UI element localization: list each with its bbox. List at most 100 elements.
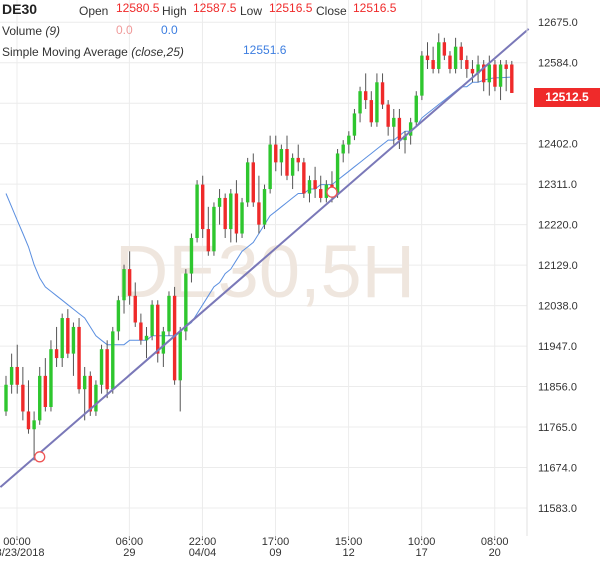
candle[interactable] xyxy=(397,108,402,150)
candle[interactable] xyxy=(476,55,480,83)
candle[interactable] xyxy=(201,175,205,238)
candle[interactable] xyxy=(358,86,362,123)
candle[interactable] xyxy=(442,37,447,61)
trendline[interactable] xyxy=(0,28,530,488)
candle[interactable] xyxy=(482,60,486,92)
candle[interactable] xyxy=(26,380,31,434)
candle[interactable] xyxy=(4,375,8,416)
candle[interactable] xyxy=(234,180,239,243)
candle[interactable] xyxy=(43,358,48,412)
candle[interactable] xyxy=(493,60,497,92)
trendline-anchor[interactable] xyxy=(34,451,46,463)
candle[interactable] xyxy=(195,180,199,243)
candle-body-down xyxy=(504,64,508,69)
candle[interactable] xyxy=(453,37,458,74)
candle[interactable] xyxy=(206,206,211,256)
candle[interactable] xyxy=(437,33,441,74)
candle[interactable] xyxy=(274,135,278,172)
candle[interactable] xyxy=(375,73,379,127)
candle[interactable] xyxy=(296,144,300,172)
candle-body-up xyxy=(245,162,250,203)
candle[interactable] xyxy=(369,91,373,127)
candle[interactable] xyxy=(341,140,345,163)
candle[interactable] xyxy=(459,42,463,69)
candle[interactable] xyxy=(77,318,81,394)
candle[interactable] xyxy=(279,144,284,176)
candle[interactable] xyxy=(38,366,42,425)
candle[interactable] xyxy=(54,326,59,367)
candle[interactable] xyxy=(229,189,233,243)
candle[interactable] xyxy=(156,300,160,363)
candle[interactable] xyxy=(99,344,104,394)
candle[interactable] xyxy=(257,175,261,234)
candle[interactable] xyxy=(82,366,87,421)
candle[interactable] xyxy=(352,108,357,141)
candle[interactable] xyxy=(116,295,121,341)
candle[interactable] xyxy=(335,149,340,198)
candle[interactable] xyxy=(324,180,329,203)
candle[interactable] xyxy=(21,366,25,421)
date-tick-label: 03/23/2018 xyxy=(0,547,45,558)
candle[interactable] xyxy=(414,91,418,127)
candle[interactable] xyxy=(313,166,317,198)
trendline-segment[interactable] xyxy=(0,28,530,488)
candle[interactable] xyxy=(363,73,368,109)
candle[interactable] xyxy=(504,60,508,92)
candle[interactable] xyxy=(32,411,36,461)
candle-body-up xyxy=(32,420,36,430)
candle[interactable] xyxy=(217,189,222,225)
candle[interactable] xyxy=(285,135,289,181)
candle-body-down xyxy=(127,269,132,296)
candle[interactable] xyxy=(448,51,452,74)
candle[interactable] xyxy=(431,46,435,74)
candle[interactable] xyxy=(150,300,154,341)
candle[interactable] xyxy=(262,184,267,230)
candle[interactable] xyxy=(212,202,216,256)
candle[interactable] xyxy=(386,100,390,136)
candle[interactable] xyxy=(290,153,295,190)
candle[interactable] xyxy=(380,73,385,109)
candle[interactable] xyxy=(240,197,244,238)
candle[interactable] xyxy=(122,264,126,314)
candle[interactable] xyxy=(223,193,227,238)
candle[interactable] xyxy=(94,380,98,416)
candle[interactable] xyxy=(105,340,109,399)
candle[interactable] xyxy=(465,55,469,78)
candle[interactable] xyxy=(144,326,149,359)
candle-body-up xyxy=(71,326,76,354)
candle[interactable] xyxy=(139,313,143,345)
candle[interactable] xyxy=(307,175,312,203)
candle[interactable] xyxy=(510,60,514,93)
candle[interactable] xyxy=(392,108,396,145)
candle[interactable] xyxy=(66,309,70,359)
candle[interactable] xyxy=(425,42,430,69)
trendline-anchor[interactable] xyxy=(326,186,338,198)
candle[interactable] xyxy=(167,291,171,336)
candle[interactable] xyxy=(302,157,306,198)
sma-label: Simple Moving Average (close,25) xyxy=(2,45,184,59)
candle[interactable] xyxy=(60,313,64,367)
candle[interactable] xyxy=(319,175,323,203)
candle[interactable] xyxy=(347,131,351,154)
candle[interactable] xyxy=(420,51,424,101)
candle[interactable] xyxy=(15,344,19,394)
candle[interactable] xyxy=(498,60,503,101)
candle-body-up xyxy=(4,384,8,412)
candle-body-down xyxy=(257,202,261,225)
candle[interactable] xyxy=(251,153,255,207)
candle[interactable] xyxy=(127,251,132,305)
candle[interactable] xyxy=(133,282,137,327)
candle[interactable] xyxy=(268,135,272,194)
candle[interactable] xyxy=(189,233,194,283)
candle[interactable] xyxy=(178,326,182,412)
candle-body-down xyxy=(313,180,317,190)
candle-body-up xyxy=(375,82,379,123)
candle[interactable] xyxy=(184,269,188,341)
candle[interactable] xyxy=(9,353,14,394)
candle[interactable] xyxy=(111,326,115,394)
candle[interactable] xyxy=(71,322,76,376)
candle[interactable] xyxy=(49,340,53,412)
candle[interactable] xyxy=(245,157,250,207)
